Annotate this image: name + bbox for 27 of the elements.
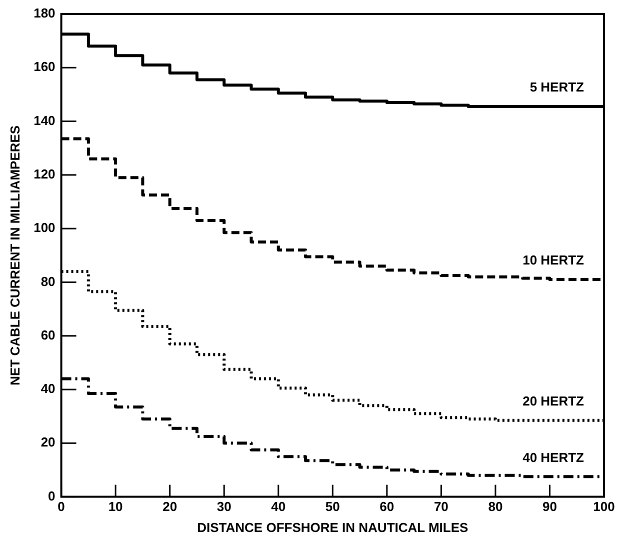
x-tick-label: 90 [542,499,557,514]
series-label: 40 HERTZ [522,450,584,465]
series-label: 20 HERTZ [522,393,584,408]
x-tick-label: 20 [162,499,178,514]
y-tick-label: 0 [48,488,56,504]
x-tick-label: 40 [271,499,286,514]
y-tick-label: 80 [40,274,56,289]
y-tick-label: 120 [34,166,56,182]
y-tick-label: 180 [34,6,56,21]
y-tick-label: 160 [34,59,56,74]
x-tick-label: 60 [380,499,394,514]
y-tick-label: 140 [34,112,56,128]
y-tick-label: 20 [40,434,56,450]
series-label: 5 HERTZ [530,80,584,95]
x-tick-label: 100 [593,499,615,514]
x-tick-label: 70 [434,499,448,514]
y-tick-label: 40 [40,381,56,396]
x-tick-label: 10 [108,499,123,514]
x-tick-label: 0 [58,499,65,514]
x-axis-title: DISTANCE OFFSHORE IN NAUTICAL MILES [197,520,469,535]
x-tick-label: 50 [325,499,340,514]
series-label: 10 HERTZ [522,252,584,268]
y-tick-label: 100 [34,220,56,236]
y-axis-title: NET CABLE CURRENT IN MILLIAMPERES [7,125,22,386]
x-tick-label: 30 [216,499,232,514]
y-tick-label: 60 [40,327,56,342]
x-tick-label: 80 [488,499,503,514]
